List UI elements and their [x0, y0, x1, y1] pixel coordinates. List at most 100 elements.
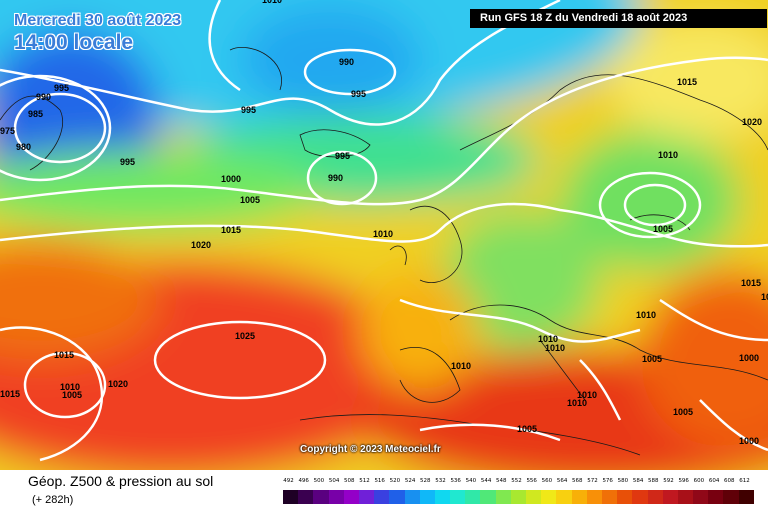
color-legend: 492 496 500 504 508 512 516 520 524 528 532 536 540 5… [283, 478, 754, 504]
isobar-labels: 1010 990 995 990 995 985 975 980 995 995… [0, 0, 768, 446]
legend-swatch [328, 490, 344, 504]
legend-label: 556 [526, 478, 537, 484]
legend-label: 504 [328, 478, 340, 484]
legend-label: 500 [313, 478, 325, 484]
isobar-label: 1010 [577, 390, 597, 400]
legend-swatch [510, 490, 526, 504]
isobar-label: 1015 [741, 278, 761, 288]
legend-swatch [708, 490, 724, 504]
legend-swatch [374, 490, 390, 504]
legend-swatch [601, 490, 618, 504]
legend-swatch [677, 490, 694, 504]
isobar-label: 1010 [567, 398, 587, 408]
isobar-label: 990 [328, 173, 343, 183]
legend-swatch [647, 490, 663, 504]
legend-label: 572 [587, 478, 598, 484]
legend-swatch [632, 490, 648, 504]
legend-label: 580 [617, 478, 629, 484]
legend-label: 588 [648, 478, 659, 484]
isobar-label: 1010 [658, 150, 678, 160]
legend-swatch [693, 490, 709, 504]
isobar-label: 1015 [221, 225, 241, 235]
isobar-label: 1010 [636, 310, 656, 320]
isobar-label: 1015 [54, 350, 74, 360]
legend-label: 532 [435, 478, 446, 484]
legend-label: 608 [724, 478, 735, 484]
legend-label: 528 [420, 478, 431, 484]
legend-label: 496 [298, 478, 309, 484]
lead-time: (+ 282h) [32, 494, 74, 506]
legend-swatch [434, 490, 451, 504]
legend-labels: 492 496 500 504 508 512 516 520 524 528 532 536 540 5… [283, 478, 751, 488]
legend-swatch [480, 490, 496, 504]
forecast-date: Mercredi 30 août 2023 [14, 12, 182, 29]
legend-label: 492 [283, 478, 294, 484]
isobar-label: 1020 [761, 292, 768, 302]
isobar-label: 995 [351, 89, 366, 99]
legend-swatch [541, 490, 557, 504]
legend-label: 512 [359, 478, 370, 484]
legend-swatch [465, 490, 481, 504]
isobar-label: 1010 [451, 361, 471, 371]
forecast-time: 14:00 locale [14, 31, 134, 54]
isobar-label: 1005 [653, 224, 673, 234]
legend-swatch [313, 490, 329, 504]
isobar-label: 995 [241, 105, 256, 115]
isobar-label: 1025 [235, 331, 255, 341]
legend-swatch [298, 490, 314, 504]
product-title: Géop. Z500 & pression au sol [28, 473, 214, 489]
isobar-label: 1010 [545, 343, 565, 353]
legend-swatch [450, 490, 466, 504]
isobar-label: 1010 [373, 229, 393, 239]
legend-swatch [571, 490, 587, 504]
legend-label: 596 [678, 478, 689, 484]
legend-label: 612 [739, 478, 750, 484]
legend-label: 544 [480, 478, 492, 484]
isobar-label: 1015 [677, 77, 697, 87]
isobar-label: 1005 [642, 354, 662, 364]
legend-swatch [662, 490, 678, 504]
isobar-label: 1015 [0, 389, 20, 399]
legend-label: 508 [344, 478, 355, 484]
isobar-label: 995 [54, 83, 69, 93]
legend-label: 560 [541, 478, 553, 484]
isobar-label: 1020 [108, 379, 128, 389]
isobar-label: 985 [28, 109, 43, 119]
legend-swatch [419, 490, 435, 504]
run-info: Run GFS 18 Z du Vendredi 18 août 2023 [470, 9, 767, 28]
legend-swatch [556, 490, 572, 504]
isobar-label: 1005 [240, 195, 260, 205]
isobar-label: 1010 [60, 382, 80, 392]
geopotential-map: 1010 990 995 990 995 985 975 980 995 995… [0, 0, 768, 470]
legend-swatch [526, 490, 542, 504]
legend-swatch [723, 490, 739, 504]
legend-label: 540 [465, 478, 477, 484]
isobar-label: 1000 [739, 353, 759, 363]
legend-swatch [343, 490, 359, 504]
legend-label: 568 [572, 478, 583, 484]
isobar-label: 995 [120, 157, 135, 167]
isobar-label: 990 [36, 92, 51, 102]
copyright-notice: Copyright © 2023 Meteociel.fr [300, 444, 441, 455]
legend-swatch [617, 490, 633, 504]
legend-label: 564 [556, 478, 568, 484]
legend-swatch [358, 490, 375, 504]
legend-label: 592 [663, 478, 674, 484]
legend-label: 552 [511, 478, 522, 484]
legend-label: 604 [708, 478, 720, 484]
isobar-label: 1000 [739, 436, 759, 446]
isobar-label: 1000 [221, 174, 241, 184]
legend-label: 576 [602, 478, 613, 484]
isobar-label: 1005 [517, 424, 537, 434]
isobar-label: 1010 [262, 0, 282, 5]
isobar-label: 1005 [673, 407, 693, 417]
isobar-label: 975 [0, 126, 15, 136]
legend-label: 548 [496, 478, 507, 484]
legend-swatch [738, 490, 754, 504]
legend-label: 516 [374, 478, 385, 484]
isobar-label: 1020 [742, 117, 762, 127]
legend-swatch [389, 490, 405, 504]
legend-color-bar [283, 490, 754, 504]
legend-swatch [495, 490, 511, 504]
